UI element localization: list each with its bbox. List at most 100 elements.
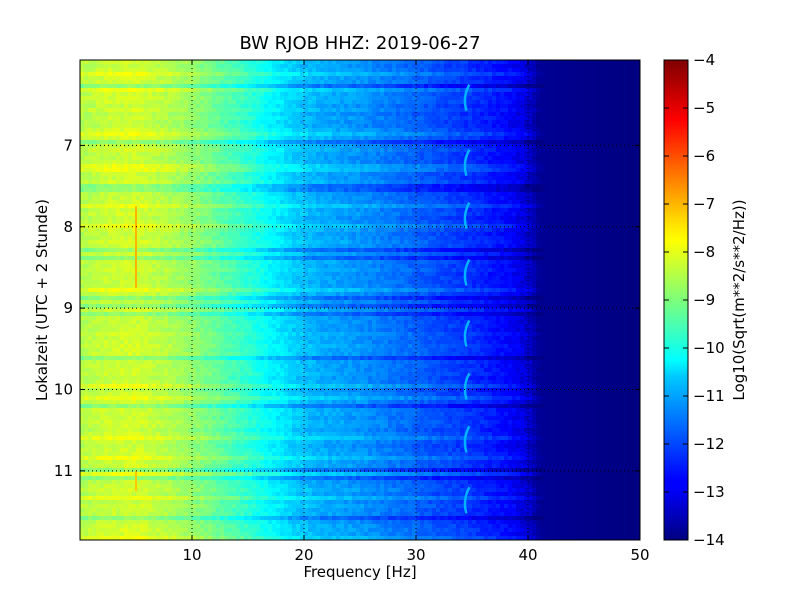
heatmap-cell <box>308 164 313 169</box>
heatmap-cell <box>360 152 365 157</box>
heatmap-cell <box>188 112 193 117</box>
heatmap-cell <box>484 172 489 177</box>
heatmap-cell <box>516 88 521 93</box>
heatmap-cell <box>340 196 345 201</box>
heatmap-cell <box>512 164 517 169</box>
heatmap-cell <box>136 160 141 165</box>
heatmap-cell <box>224 180 229 185</box>
heatmap-cell <box>96 108 101 113</box>
heatmap-cell <box>276 80 281 85</box>
heatmap-cell <box>236 124 241 129</box>
heatmap-cell <box>604 152 609 157</box>
heatmap-cell <box>196 200 201 205</box>
heatmap-cell <box>580 160 585 165</box>
heatmap-cell <box>120 140 125 145</box>
heatmap-cell <box>304 60 309 65</box>
heatmap-cell <box>208 148 213 153</box>
heatmap-cell <box>316 88 321 93</box>
heatmap-cell <box>352 88 357 93</box>
heatmap-cell <box>612 132 617 137</box>
heatmap-cell <box>120 76 125 81</box>
heatmap-cell <box>256 60 261 65</box>
heatmap-cell <box>300 120 305 125</box>
heatmap-cell <box>224 176 229 181</box>
heatmap-cell <box>192 92 197 97</box>
heatmap-cell <box>136 120 141 125</box>
heatmap-cell <box>208 136 213 141</box>
heatmap-cell <box>84 128 89 133</box>
heatmap-cell <box>184 128 189 133</box>
heatmap-cell <box>248 136 253 141</box>
heatmap-cell <box>368 84 373 89</box>
heatmap-cell <box>600 148 605 153</box>
heatmap-cell <box>564 76 569 81</box>
heatmap-cell <box>132 116 137 121</box>
heatmap-cell <box>136 144 141 149</box>
heatmap-cell <box>108 200 113 205</box>
heatmap-cell <box>244 152 249 157</box>
heatmap-cell <box>524 124 529 129</box>
heatmap-cell <box>164 124 169 129</box>
heatmap-cell <box>360 60 365 65</box>
heatmap-cell <box>536 140 541 145</box>
heatmap-cell <box>88 60 93 65</box>
heatmap-cell <box>116 64 121 69</box>
heatmap-cell <box>584 116 589 121</box>
heatmap-cell <box>304 176 309 181</box>
heatmap-cell <box>92 200 97 205</box>
heatmap-cell <box>412 104 417 109</box>
heatmap-cell <box>592 60 597 65</box>
heatmap-cell <box>456 156 461 161</box>
heatmap-cell <box>124 96 129 101</box>
heatmap-cell <box>128 136 133 141</box>
heatmap-cell <box>256 104 261 109</box>
heatmap-cell <box>164 200 169 205</box>
heatmap-cell <box>420 152 425 157</box>
heatmap-cell <box>600 124 605 129</box>
heatmap-cell <box>472 160 477 165</box>
heatmap-cell <box>484 108 489 113</box>
heatmap-cell <box>204 84 209 89</box>
heatmap-cell <box>348 112 353 117</box>
heatmap-cell <box>328 172 333 177</box>
heatmap-cell <box>600 88 605 93</box>
heatmap-cell <box>372 148 377 153</box>
heatmap-cell <box>412 172 417 177</box>
heatmap-cell <box>572 152 577 157</box>
heatmap-cell <box>628 68 633 73</box>
heatmap-cell <box>108 96 113 101</box>
heatmap-cell <box>536 60 541 65</box>
heatmap-cell <box>412 200 417 205</box>
heatmap-cell <box>112 108 117 113</box>
heatmap-cell <box>304 100 309 105</box>
heatmap-cell <box>596 192 601 197</box>
heatmap-cell <box>496 148 501 153</box>
heatmap-cell <box>136 124 141 129</box>
heatmap-cell <box>220 164 225 169</box>
heatmap-cell <box>620 76 625 81</box>
heatmap-cell <box>620 176 625 181</box>
heatmap-cell <box>200 156 205 161</box>
heatmap-cell <box>132 80 137 85</box>
heatmap-cell <box>540 88 545 93</box>
heatmap-cell <box>616 104 621 109</box>
heatmap-cell <box>572 72 577 77</box>
heatmap-cell <box>524 60 529 65</box>
heatmap-cell <box>180 92 185 97</box>
heatmap-cell <box>376 176 381 181</box>
heatmap-cell <box>448 124 453 129</box>
heatmap-cell <box>120 160 125 165</box>
heatmap-cell <box>452 196 457 201</box>
heatmap-cell <box>620 184 625 189</box>
heatmap-cell <box>624 60 629 65</box>
heatmap-cell <box>356 184 361 189</box>
heatmap-cell <box>228 192 233 197</box>
heatmap-cell <box>380 140 385 145</box>
heatmap-cell <box>428 128 433 133</box>
heatmap-cell <box>216 88 221 93</box>
heatmap-cell <box>280 80 285 85</box>
heatmap-cell <box>80 80 85 85</box>
heatmap-cell <box>504 196 509 201</box>
heatmap-cell <box>364 120 369 125</box>
heatmap-cell <box>304 200 309 205</box>
